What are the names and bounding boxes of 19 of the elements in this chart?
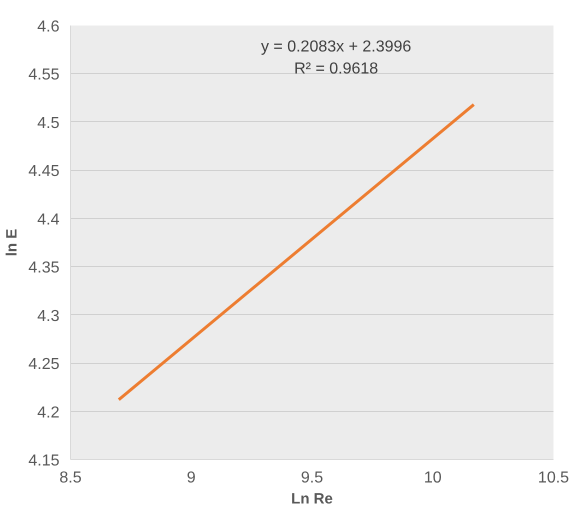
y-tick-label: 4.45 [28,163,60,180]
x-tick-label: 10.5 [538,470,570,486]
annotation: R² = 0.9618 [294,60,378,78]
y-axis-title: ln E [3,228,20,256]
x-tick-label: 9 [186,470,196,486]
y-tick-label: 4.3 [37,308,60,325]
y-tick-label: 4.35 [28,260,60,277]
y-tick-label: 4.2 [37,404,60,422]
y-tick-label: 4.4 [37,211,60,228]
annotation: y = 0.2083x + 2.3996 [260,38,412,56]
x-axis-title: Ln Re [291,490,333,508]
y-tick-label: 4.6 [37,18,60,36]
x-tick-label: 8.5 [59,470,82,486]
y-tick-label: 4.25 [28,356,60,374]
x-tick-label: 10 [424,470,442,486]
y-tick-label: 4.55 [28,66,60,84]
y-tick-label: 4.15 [28,452,60,470]
x-tick-label: 9.5 [300,470,324,486]
y-tick-label: 4.5 [37,114,60,132]
